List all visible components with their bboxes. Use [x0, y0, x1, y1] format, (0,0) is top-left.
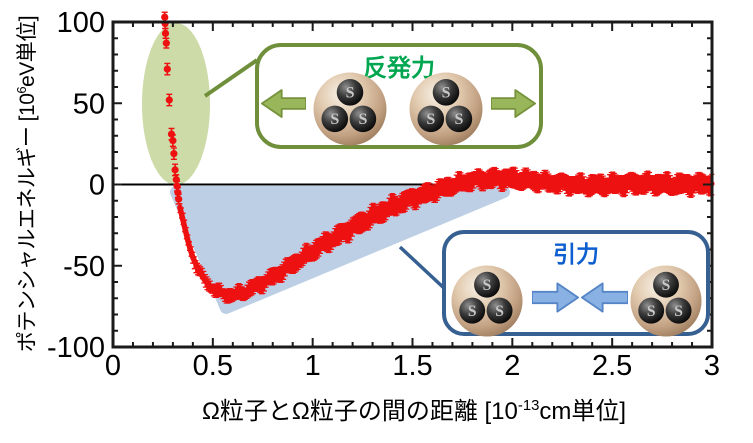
x-axis-label: Ω粒子とΩ粒子の間の距離 [10-13cm単位]: [114, 391, 714, 426]
blue-connector-line: [398, 245, 447, 291]
svg-text:S: S: [495, 303, 504, 320]
svg-text:S: S: [483, 277, 492, 294]
y-tick-label: 50: [73, 88, 105, 120]
svg-text:S: S: [346, 85, 355, 102]
svg-text:S: S: [442, 85, 451, 102]
x-tick-label: 3: [704, 350, 720, 382]
y-tick-label: -100: [47, 332, 105, 364]
svg-text:S: S: [426, 111, 435, 128]
x-tick-label: 1.5: [392, 350, 432, 382]
y-tick-label: 100: [57, 7, 105, 39]
y-tick-label: -50: [63, 251, 105, 283]
x-axis-label-unit: cm単位]: [539, 398, 627, 425]
svg-text:S: S: [674, 303, 683, 320]
y-axis-label-text: ポテンシャルエネルギー [10: [16, 93, 39, 353]
repulsive-points: [161, 11, 183, 205]
repulsive-region: [142, 23, 210, 185]
x-tick-label: 0: [105, 350, 121, 382]
y-tick-label: 0: [89, 170, 105, 202]
x-tick-label: 2: [504, 350, 520, 382]
svg-text:S: S: [358, 111, 367, 128]
svg-text:S: S: [454, 111, 463, 128]
attraction-arrow-left-icon: [581, 282, 629, 313]
svg-text:S: S: [662, 277, 671, 294]
svg-text:S: S: [330, 111, 339, 128]
x-tick-label: 1: [305, 350, 321, 382]
y-axis-label-exponent: 6: [14, 86, 29, 94]
svg-text:S: S: [468, 303, 477, 320]
repulsion-arrow-right-icon: [490, 87, 536, 120]
svg-text:S: S: [647, 303, 656, 320]
x-tick-label: 0.5: [193, 350, 233, 382]
y-axis-label-unit: eV単位]: [16, 15, 39, 87]
repulsion-label: 反発力: [363, 55, 435, 82]
y-axis-label: ポテンシャルエネルギー [106eV単位]: [7, 0, 39, 372]
attraction-label: 引力: [553, 241, 599, 267]
x-tick-label: 2.5: [592, 350, 632, 382]
x-axis-label-exponent: -13: [517, 398, 540, 414]
repulsion-arrow-left-icon: [261, 87, 307, 120]
green-connector-line: [203, 58, 259, 98]
x-axis-label-text: Ω粒子とΩ粒子の間の距離 [10: [201, 398, 518, 425]
attraction-arrow-right-icon: [531, 282, 579, 313]
